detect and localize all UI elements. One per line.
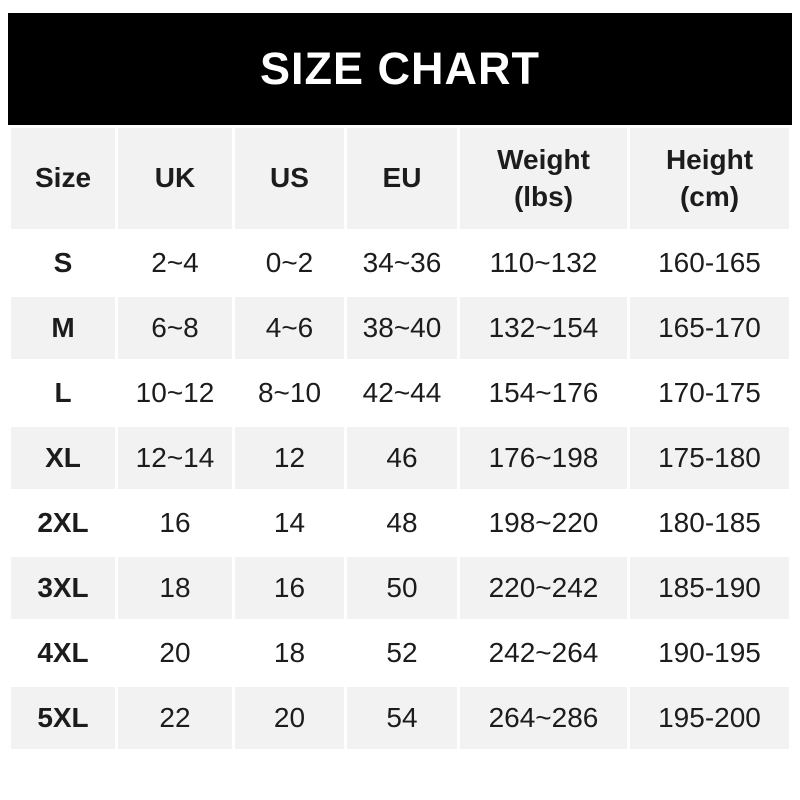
table-row: XL 12~14 12 46 176~198 175-180: [11, 427, 789, 489]
cell-weight: 154~176: [460, 362, 627, 424]
cell-weight: 242~264: [460, 622, 627, 684]
cell-us: 16: [235, 557, 344, 619]
table-row: L 10~12 8~10 42~44 154~176 170-175: [11, 362, 789, 424]
cell-eu: 52: [347, 622, 457, 684]
column-header-height: Height (cm): [630, 128, 789, 229]
column-header-weight: Weight (lbs): [460, 128, 627, 229]
cell-uk: 6~8: [118, 297, 232, 359]
cell-uk: 18: [118, 557, 232, 619]
cell-height: 170-175: [630, 362, 789, 424]
cell-us: 8~10: [235, 362, 344, 424]
size-chart-table: Size UK US EU Weight (lbs) Height (cm) S…: [8, 125, 792, 752]
cell-eu: 46: [347, 427, 457, 489]
cell-height: 190-195: [630, 622, 789, 684]
cell-weight: 110~132: [460, 232, 627, 294]
cell-weight: 132~154: [460, 297, 627, 359]
cell-weight: 264~286: [460, 687, 627, 749]
cell-us: 4~6: [235, 297, 344, 359]
table-body: S 2~4 0~2 34~36 110~132 160-165 M 6~8 4~6 38~40 13…: [11, 232, 789, 749]
cell-size: XL: [11, 427, 115, 489]
cell-uk: 22: [118, 687, 232, 749]
cell-height: 165-170: [630, 297, 789, 359]
cell-size: L: [11, 362, 115, 424]
cell-eu: 38~40: [347, 297, 457, 359]
cell-us: 14: [235, 492, 344, 554]
cell-weight: 176~198: [460, 427, 627, 489]
page-title: SIZE CHART: [260, 43, 540, 94]
column-header-size: Size: [11, 128, 115, 229]
table-row: 4XL 20 18 52 242~264 190-195: [11, 622, 789, 684]
cell-us: 12: [235, 427, 344, 489]
cell-size: 5XL: [11, 687, 115, 749]
table-row: 2XL 16 14 48 198~220 180-185: [11, 492, 789, 554]
table-header-row: Size UK US EU Weight (lbs) Height (cm): [11, 128, 789, 229]
table-row: 5XL 22 20 54 264~286 195-200: [11, 687, 789, 749]
cell-size: M: [11, 297, 115, 359]
cell-eu: 42~44: [347, 362, 457, 424]
cell-eu: 50: [347, 557, 457, 619]
size-chart-banner: SIZE CHART: [8, 13, 792, 125]
cell-us: 20: [235, 687, 344, 749]
cell-uk: 12~14: [118, 427, 232, 489]
cell-uk: 20: [118, 622, 232, 684]
cell-eu: 34~36: [347, 232, 457, 294]
column-header-us: US: [235, 128, 344, 229]
cell-height: 180-185: [630, 492, 789, 554]
cell-uk: 10~12: [118, 362, 232, 424]
cell-height: 175-180: [630, 427, 789, 489]
cell-uk: 16: [118, 492, 232, 554]
cell-size: 2XL: [11, 492, 115, 554]
cell-weight: 220~242: [460, 557, 627, 619]
cell-eu: 48: [347, 492, 457, 554]
cell-height: 195-200: [630, 687, 789, 749]
cell-size: 3XL: [11, 557, 115, 619]
table-row: 3XL 18 16 50 220~242 185-190: [11, 557, 789, 619]
table-row: S 2~4 0~2 34~36 110~132 160-165: [11, 232, 789, 294]
cell-weight: 198~220: [460, 492, 627, 554]
column-header-uk: UK: [118, 128, 232, 229]
column-header-eu: EU: [347, 128, 457, 229]
cell-us: 18: [235, 622, 344, 684]
cell-height: 160-165: [630, 232, 789, 294]
cell-us: 0~2: [235, 232, 344, 294]
cell-eu: 54: [347, 687, 457, 749]
cell-size: 4XL: [11, 622, 115, 684]
cell-height: 185-190: [630, 557, 789, 619]
cell-uk: 2~4: [118, 232, 232, 294]
cell-size: S: [11, 232, 115, 294]
table-row: M 6~8 4~6 38~40 132~154 165-170: [11, 297, 789, 359]
